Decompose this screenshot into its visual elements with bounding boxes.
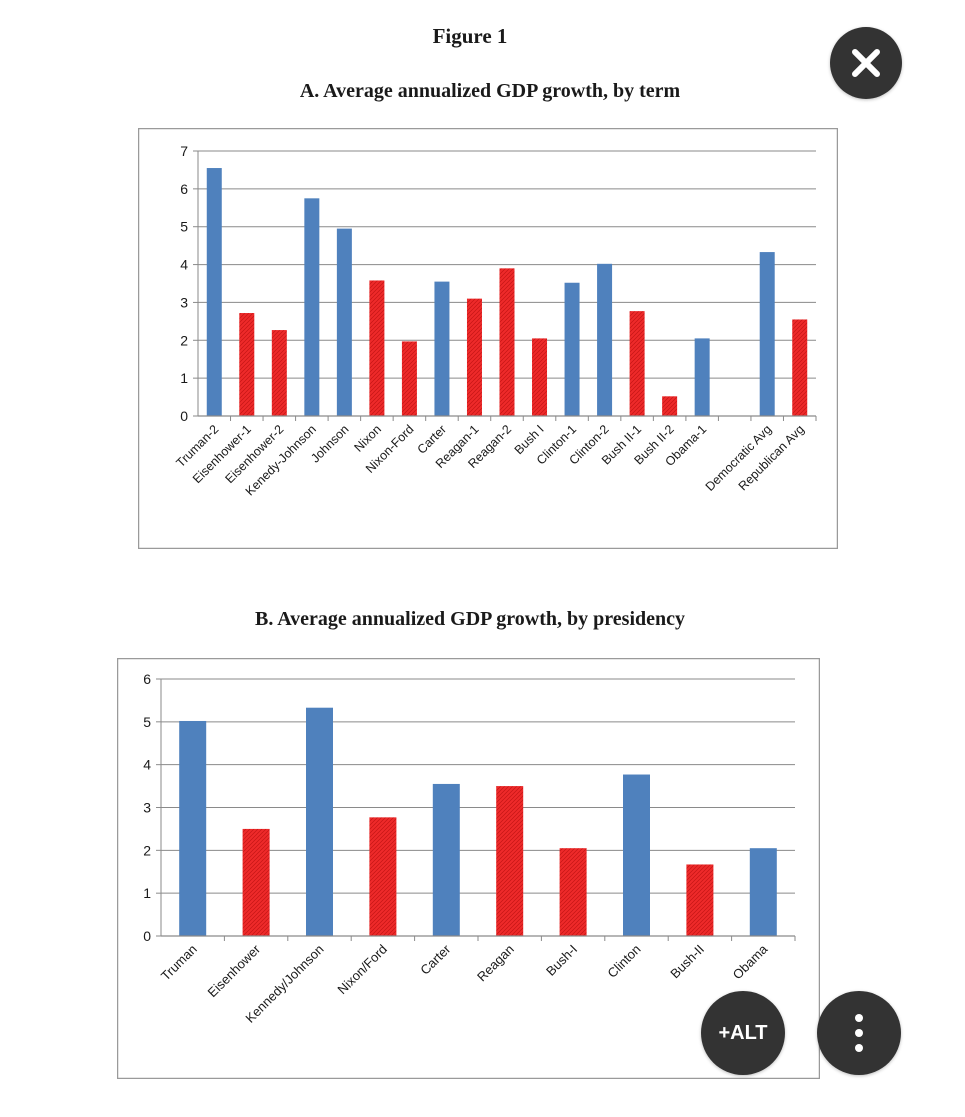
bar-bush-i	[532, 338, 548, 416]
bar-johnson	[336, 228, 352, 416]
bar-eisenhower-2	[271, 330, 287, 416]
bar-bush-ii-1	[629, 311, 645, 416]
y-tick-label: 1	[180, 370, 188, 386]
bar-bush-ii	[686, 864, 714, 936]
bar-truman	[179, 720, 207, 936]
bar-carter	[432, 783, 460, 936]
chart-a: 01234567Truman-2Eisenhower-1Eisenhower-2…	[138, 128, 838, 549]
bar-reagan-2	[499, 268, 515, 416]
y-tick-label: 0	[143, 928, 151, 944]
close-button[interactable]	[830, 27, 902, 99]
chart-frame	[138, 128, 838, 549]
close-icon	[852, 49, 880, 77]
y-tick-label: 4	[180, 257, 188, 273]
bar-bush-i	[559, 848, 587, 936]
bar-truman-2	[206, 168, 222, 416]
figure-title: Figure 1	[432, 24, 508, 48]
bar-reagan	[496, 786, 524, 936]
bar-clinton-2	[597, 263, 613, 416]
bar-nixon-ford	[369, 817, 397, 936]
bar-kennedy-johnson	[306, 707, 333, 936]
y-tick-label: 6	[180, 181, 188, 197]
bar-eisenhower-1	[239, 313, 255, 416]
bar-carter	[434, 281, 450, 416]
chart-b-title: B. Average annualized GDP growth, by pre…	[254, 608, 686, 630]
y-tick-label: 6	[143, 671, 151, 687]
bar-obama-1	[694, 338, 710, 416]
y-tick-label: 3	[180, 294, 188, 310]
bar-clinton	[623, 774, 650, 936]
chart-a-title: A. Average annualized GDP growth, by ter…	[299, 80, 681, 102]
y-tick-label: 2	[180, 332, 188, 348]
bar-bush-ii-2	[662, 396, 678, 416]
y-tick-label: 5	[180, 219, 188, 235]
bar-eisenhower	[242, 828, 270, 936]
add-alt-text-button[interactable]: +ALT	[701, 991, 785, 1075]
y-tick-label: 4	[143, 757, 151, 773]
y-tick-label: 1	[143, 885, 151, 901]
bar-clinton-1	[564, 282, 580, 416]
y-tick-label: 5	[143, 714, 151, 730]
bar-nixon	[369, 280, 385, 416]
y-tick-label: 7	[180, 143, 188, 159]
more-vertical-icon	[855, 1014, 863, 1052]
bar-reagan-1	[466, 298, 482, 416]
bar-kenedy-johnson	[304, 198, 320, 416]
more-options-button[interactable]	[817, 991, 901, 1075]
bar-democratic-avg	[759, 252, 775, 416]
y-tick-label: 3	[143, 800, 151, 816]
y-tick-label: 0	[180, 408, 188, 424]
bar-nixon-ford	[401, 341, 417, 416]
bar-obama	[749, 848, 777, 936]
bar-republican-avg	[792, 319, 808, 416]
y-tick-label: 2	[143, 842, 151, 858]
